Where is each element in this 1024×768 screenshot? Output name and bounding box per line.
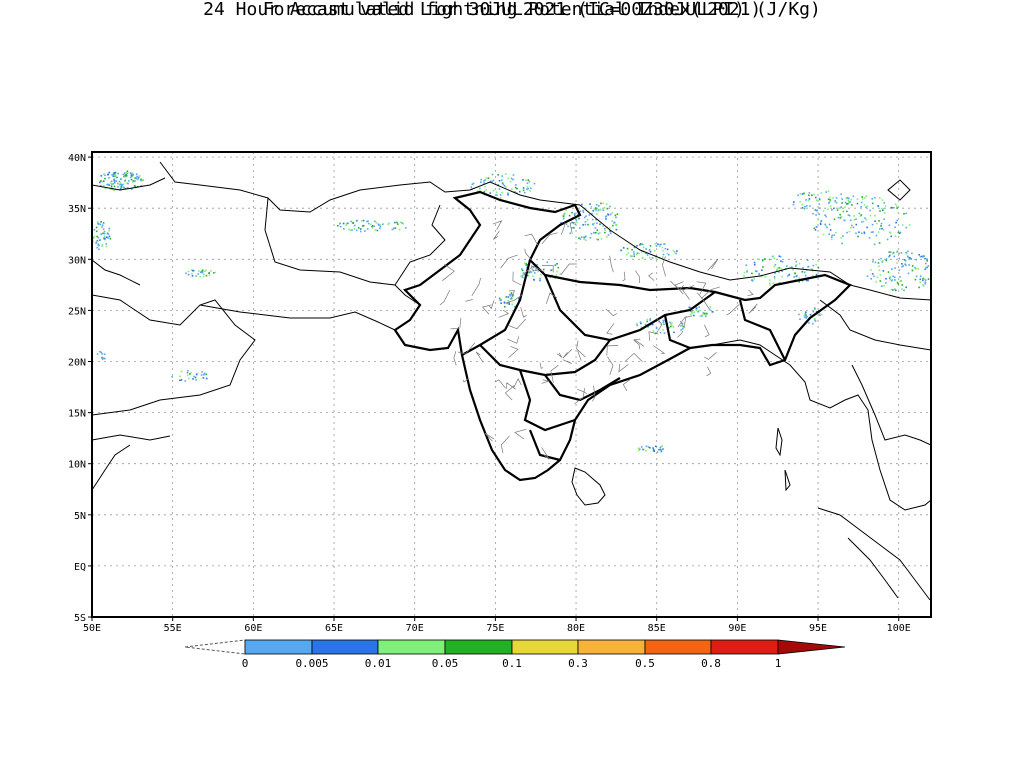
lat-tick-label: 5S bbox=[74, 613, 86, 624]
lat-tick-label: 40N bbox=[68, 153, 86, 164]
colorbar-segment bbox=[377, 639, 446, 655]
colorbar-underflow bbox=[184, 639, 246, 655]
colorbar-label: 0.3 bbox=[568, 657, 588, 670]
colorbar-label: 0 bbox=[242, 657, 249, 670]
lon-tick-label: 85E bbox=[648, 623, 666, 634]
lon-tick-label: 60E bbox=[244, 623, 262, 634]
lat-tick-label: 10N bbox=[68, 460, 86, 471]
coastlines bbox=[92, 161, 931, 601]
lat-tick-label: 30N bbox=[68, 255, 86, 266]
colorbar-label: 0.01 bbox=[365, 657, 392, 670]
colorbar-segment bbox=[244, 639, 313, 655]
colorbar-label: 0.1 bbox=[502, 657, 522, 670]
chart-title-line1: 24 Hour Accumulated Lightning Potential … bbox=[203, 0, 821, 20]
lon-tick-label: 75E bbox=[486, 623, 504, 634]
colorbar-label: 0.005 bbox=[295, 657, 328, 670]
lon-tick-label: 80E bbox=[567, 623, 585, 634]
latitude-ticks: 40N 35N 30N 25N 20N 15N 10N 5N EQ 5S bbox=[68, 153, 92, 624]
lat-tick-label: 35N bbox=[68, 204, 86, 215]
lat-tick-label: EQ bbox=[74, 562, 86, 573]
map-gridlines bbox=[92, 152, 931, 617]
longitude-ticks: 50E 55E 60E 65E 70E 75E 80E 85E 90E 95E 100E bbox=[83, 617, 911, 634]
colorbar-label: 0.5 bbox=[635, 657, 655, 670]
colorbar-segment bbox=[577, 639, 646, 655]
india-districts bbox=[439, 220, 758, 460]
lon-tick-label: 70E bbox=[406, 623, 424, 634]
lat-tick-label: 15N bbox=[68, 409, 86, 420]
colorbar-overflow bbox=[777, 639, 846, 655]
colorbar-label: 1 bbox=[775, 657, 782, 670]
colorbar-segment bbox=[511, 639, 579, 655]
colorbar-segment bbox=[644, 639, 712, 655]
colorbar-segment bbox=[710, 639, 779, 655]
lon-tick-label: 50E bbox=[83, 623, 101, 634]
lon-tick-label: 55E bbox=[164, 623, 182, 634]
lon-tick-label: 65E bbox=[325, 623, 343, 634]
india-states bbox=[393, 190, 852, 482]
lat-tick-label: 20N bbox=[68, 358, 86, 369]
chart-title-line2: Forecast valid for 30JUL2021 (IC=00Z30JU… bbox=[262, 0, 762, 20]
lat-tick-label: 25N bbox=[68, 306, 86, 317]
lpi-field bbox=[92, 170, 931, 453]
lon-tick-label: 100E bbox=[887, 623, 911, 634]
map-frame bbox=[91, 151, 932, 618]
colorbar-segment bbox=[444, 639, 513, 655]
colorbar-label: 0.8 bbox=[701, 657, 721, 670]
colorbar-label: 0.05 bbox=[432, 657, 459, 670]
lat-tick-label: 5N bbox=[74, 511, 86, 522]
lon-tick-label: 95E bbox=[809, 623, 827, 634]
colorbar: 0 0.005 0.01 0.05 0.1 0.3 0.5 0.8 1 bbox=[184, 639, 846, 670]
colorbar-segment bbox=[311, 639, 379, 655]
lon-tick-label: 90E bbox=[728, 623, 746, 634]
